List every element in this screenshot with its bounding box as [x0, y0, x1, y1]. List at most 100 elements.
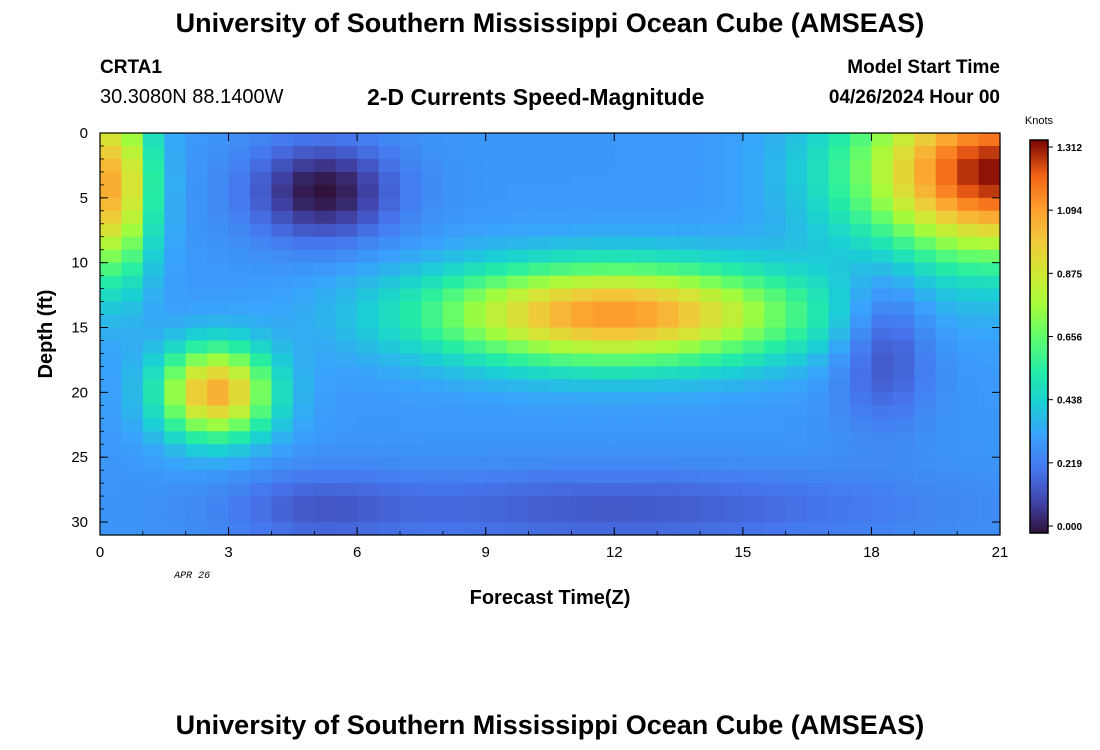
heatmap-cell — [764, 223, 787, 238]
heatmap-cell — [142, 184, 165, 199]
heatmap-cell — [292, 223, 315, 238]
heatmap-cell — [121, 392, 144, 406]
heatmap-cell — [292, 379, 315, 393]
heatmap-cell — [442, 353, 465, 368]
heatmap-cell — [485, 133, 508, 147]
heatmap-cell — [828, 171, 851, 186]
heatmap-cell — [785, 405, 808, 419]
heatmap-cell — [721, 496, 744, 510]
heatmap-cell — [785, 262, 808, 277]
heatmap-cell — [271, 210, 294, 225]
heatmap-cell — [314, 392, 337, 406]
heatmap-cell — [614, 509, 637, 523]
heatmap-cell — [914, 223, 937, 238]
heatmap-cell — [785, 444, 808, 458]
heatmap-cell — [571, 197, 594, 212]
heatmap-cell — [700, 483, 723, 497]
heatmap-cell — [935, 457, 958, 471]
heatmap-cell — [592, 262, 615, 277]
heatmap-cell — [121, 353, 144, 368]
heatmap-cell — [764, 158, 787, 173]
heatmap-cell — [785, 327, 808, 342]
heatmap-cell — [464, 366, 487, 380]
heatmap-cell — [700, 444, 723, 458]
heatmap-cell — [464, 340, 487, 355]
heatmap-cell — [400, 457, 423, 471]
heatmap-cell — [785, 301, 808, 316]
heatmap-cell — [678, 340, 701, 355]
heatmap-cell — [678, 158, 701, 173]
heatmap-cell — [421, 418, 444, 432]
heatmap-cell — [828, 379, 851, 393]
heatmap-cell — [957, 457, 980, 471]
heatmap-cell — [485, 431, 508, 445]
heatmap-cell — [550, 444, 573, 458]
heatmap-cell — [528, 133, 551, 147]
heatmap-cell — [378, 314, 401, 329]
heatmap-cell — [400, 249, 423, 264]
heatmap-cell — [550, 275, 573, 290]
heatmap-cell — [335, 236, 358, 251]
heatmap-cell — [678, 223, 701, 238]
heatmap-cell — [314, 210, 337, 225]
heatmap-cell — [871, 133, 894, 147]
heatmap-cell — [250, 301, 273, 316]
heatmap-cell — [871, 327, 894, 342]
heatmap-cell — [207, 288, 230, 303]
heatmap-cell — [100, 327, 123, 342]
heatmap-cell — [164, 509, 187, 523]
heatmap-cell — [357, 275, 380, 290]
heatmap-cell — [142, 314, 165, 329]
heatmap-cell — [228, 210, 251, 225]
heatmap-cell — [207, 444, 230, 458]
heatmap-cell — [785, 249, 808, 264]
heatmap-cell — [700, 405, 723, 419]
heatmap-cell — [657, 522, 680, 536]
heatmap-cell — [550, 145, 573, 160]
heatmap-cell — [142, 379, 165, 393]
heatmap-cell — [228, 457, 251, 471]
heatmap-cell — [100, 418, 123, 432]
heatmap-cell — [700, 158, 723, 173]
heatmap-cell — [871, 210, 894, 225]
heatmap-cell — [571, 133, 594, 147]
heatmap-cell — [657, 223, 680, 238]
heatmap-cell — [378, 301, 401, 316]
heatmap-cell — [528, 171, 551, 186]
heatmap-cell — [164, 496, 187, 510]
heatmap-cell — [485, 314, 508, 329]
heatmap-cell — [978, 236, 1001, 251]
heatmap-cell — [592, 379, 615, 393]
heatmap-cell — [185, 496, 208, 510]
heatmap-cell — [550, 184, 573, 199]
heatmap-cell — [828, 262, 851, 277]
heatmap-cell — [935, 184, 958, 199]
heatmap-cell — [657, 431, 680, 445]
heatmap-cell — [528, 509, 551, 523]
heatmap-cell — [314, 431, 337, 445]
heatmap-cell — [528, 249, 551, 264]
heatmap-cell — [785, 457, 808, 471]
heatmap-cell — [357, 133, 380, 147]
heatmap-cell — [550, 327, 573, 342]
heatmap-cell — [742, 509, 765, 523]
heatmap-cell — [700, 210, 723, 225]
heatmap-cell — [678, 418, 701, 432]
heatmap-cell — [378, 457, 401, 471]
heatmap-cell — [485, 184, 508, 199]
heatmap-cell — [678, 405, 701, 419]
heatmap-cell — [228, 509, 251, 523]
heatmap-cell — [121, 171, 144, 186]
heatmap-cell — [164, 314, 187, 329]
heatmap-cell — [464, 249, 487, 264]
heatmap-cell — [592, 327, 615, 342]
heatmap-cell — [485, 509, 508, 523]
x-tick-label: 6 — [353, 544, 361, 561]
heatmap-cell — [164, 197, 187, 212]
heatmap-cell — [207, 197, 230, 212]
heatmap-cell — [100, 158, 123, 173]
heatmap-cell — [164, 171, 187, 186]
heatmap-cell — [400, 366, 423, 380]
heatmap-cell — [957, 158, 980, 173]
colorbar-tick-label: 0.875 — [1057, 269, 1082, 280]
